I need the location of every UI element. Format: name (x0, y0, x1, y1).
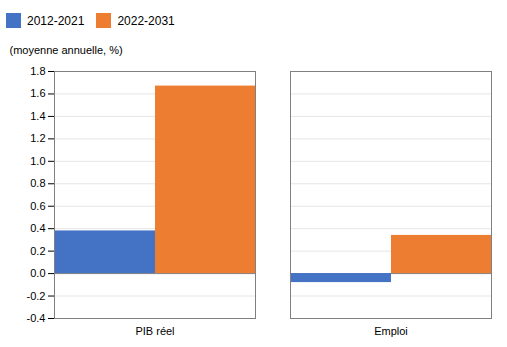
svg-text:0.0: 0.0 (30, 267, 45, 279)
svg-text:1.2: 1.2 (30, 132, 45, 144)
svg-text:(moyenne annuelle, %): (moyenne annuelle, %) (10, 44, 123, 56)
svg-text:1.8: 1.8 (30, 65, 45, 77)
svg-text:0.4: 0.4 (30, 222, 45, 234)
svg-text:-0.2: -0.2 (27, 290, 46, 302)
html-text:2012-2021: 2012-2021 (27, 13, 85, 28)
svg-text:0.2: 0.2 (30, 245, 45, 257)
svg-text:-0.4: -0.4 (27, 312, 46, 324)
svg-text:0.6: 0.6 (30, 200, 45, 212)
svg-text:0.8: 0.8 (30, 177, 45, 189)
svg-text:1.0: 1.0 (30, 155, 45, 167)
svg-text:PIB réel: PIB réel (135, 325, 174, 337)
svg-text:1.6: 1.6 (30, 87, 45, 99)
svg-text:1.4: 1.4 (30, 110, 45, 122)
html-text:2022-2031: 2022-2031 (117, 13, 175, 28)
svg-text:Emploi: Emploi (374, 325, 408, 337)
